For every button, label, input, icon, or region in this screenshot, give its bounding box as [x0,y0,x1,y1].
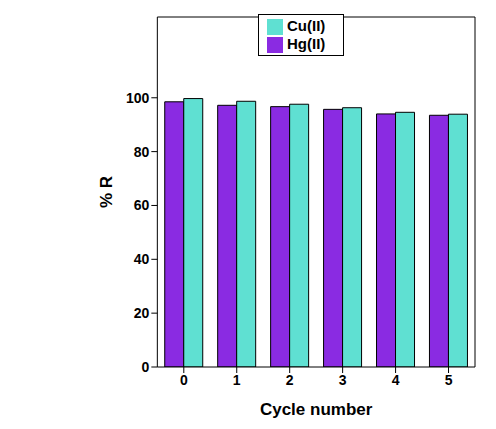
svg-text:0: 0 [142,359,150,375]
svg-text:100: 100 [126,90,150,106]
svg-text:40: 40 [134,251,150,267]
svg-text:1: 1 [233,372,241,388]
svg-text:0: 0 [180,372,188,388]
svg-text:4: 4 [392,372,400,388]
html-text:Cu(II): Cu(II) [287,17,326,34]
svg-text:60: 60 [134,197,150,213]
html-text:Hg(II): Hg(II) [287,35,326,52]
svg-text:20: 20 [134,305,150,321]
svg-text:5: 5 [445,372,453,388]
svg-text:2: 2 [286,372,294,388]
svg-text:Cycle number: Cycle number [260,400,373,419]
svg-text:3: 3 [339,372,347,388]
svg-text:% R: % R [97,176,116,208]
svg-text:80: 80 [134,144,150,160]
